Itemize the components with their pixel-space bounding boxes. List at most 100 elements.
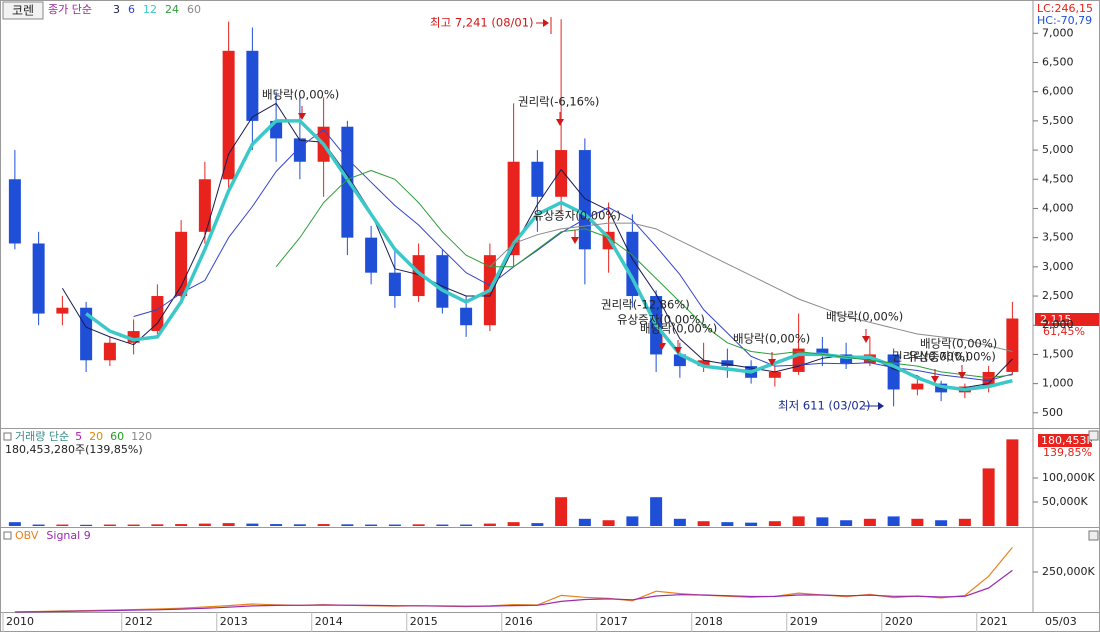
candle-body	[222, 50, 235, 180]
candle-body	[103, 342, 116, 361]
volume-bar	[412, 524, 425, 526]
volume-bar	[483, 523, 496, 526]
volume-bar	[626, 516, 639, 526]
annotation-arrowhead	[556, 119, 564, 126]
candle-body	[80, 307, 93, 361]
high-arrowhead	[543, 19, 549, 27]
last-volume-box	[1038, 434, 1092, 447]
y-tick-label: 1,500	[1042, 347, 1074, 360]
candle-body	[816, 348, 829, 355]
volume-bar	[293, 524, 306, 526]
volume-bar	[887, 516, 900, 526]
candle-body	[1006, 318, 1019, 372]
series-line	[14, 569, 1013, 613]
candle-body	[365, 237, 378, 273]
legend-title: 종가 단순	[48, 3, 92, 16]
close-panel[interactable]	[1088, 530, 1099, 541]
candle-body	[293, 138, 306, 162]
candle-body	[673, 354, 686, 367]
candle-body	[578, 150, 591, 250]
candle-body	[198, 179, 211, 232]
stock-name: 코렌	[12, 4, 34, 18]
y-tick-label: 5,000	[1042, 143, 1074, 156]
annotation: 유상증자(0,00%)	[617, 313, 705, 327]
x-tick-label: 2012	[125, 615, 153, 628]
annotation: 유상증자(0,00%)	[908, 350, 996, 364]
volume-bar	[792, 516, 805, 526]
volume-bar	[650, 497, 663, 526]
volume-bar	[555, 497, 568, 526]
y-tick-label: 6,000	[1042, 85, 1074, 98]
volume-bar	[935, 520, 948, 526]
panel-icon	[3, 432, 12, 441]
candle-body	[911, 383, 924, 390]
volume-bar	[531, 523, 544, 526]
candle-body	[626, 231, 639, 297]
legend-entry: 3	[113, 3, 120, 16]
legend-entry: 120	[131, 430, 152, 443]
x-tick-label: 2010	[6, 615, 34, 628]
volume-summary: 180,453,280주(139,85%)	[5, 443, 143, 456]
volume-bar	[270, 524, 283, 526]
candle-body	[56, 307, 69, 314]
annotation-arrowhead	[768, 359, 776, 366]
series-line	[489, 222, 1013, 352]
volume-bar	[911, 518, 924, 526]
volume-bar	[578, 518, 591, 526]
volume-bar	[507, 522, 520, 526]
candle-body	[697, 360, 710, 367]
candle-body	[982, 371, 995, 387]
annotation: 배당락(0,00%)	[920, 337, 997, 351]
volume-bar	[958, 518, 971, 526]
volume-bar	[673, 518, 686, 526]
legend-entry: Signal 9	[46, 529, 90, 542]
volume-bar	[1006, 439, 1019, 526]
x-tick-label: 2021	[980, 615, 1008, 628]
last-price-box	[1035, 313, 1099, 326]
volume-bar	[103, 524, 116, 526]
y-tick-label: 7,000	[1042, 26, 1074, 39]
y-tick-label: 4,000	[1042, 201, 1074, 214]
annotation: 배당락(0,00%)	[826, 310, 903, 324]
lc-label: LC:246,15	[1037, 2, 1093, 15]
candle-body	[151, 296, 164, 332]
y-tick-label: 3,000	[1042, 260, 1074, 273]
volume-bar	[175, 524, 188, 526]
legend-entry: 60	[187, 3, 201, 16]
volume-bar	[697, 521, 710, 526]
last-price: 2,115	[1040, 313, 1072, 326]
last-change: 61,45%	[1043, 325, 1085, 338]
legend-entry: 6	[128, 3, 135, 16]
volume-bar	[745, 522, 758, 526]
volume-bar	[388, 524, 401, 526]
legend-entry: 60	[110, 430, 124, 443]
volume-bar	[840, 520, 853, 526]
low-arrowhead	[878, 402, 884, 410]
annotation: 배당락(0,00%)	[733, 332, 810, 346]
x-tick-label: 2016	[505, 615, 533, 628]
candle-body	[768, 371, 781, 378]
close-panel[interactable]	[1088, 430, 1099, 441]
volume-bar	[768, 521, 781, 526]
annotation-arrowhead	[571, 237, 579, 244]
low-label: 최저 611 (03/02)	[778, 399, 871, 413]
y-tick-label: 5,500	[1042, 114, 1074, 127]
panel-icon	[3, 531, 12, 540]
annotation: 권리락(-6,16%)	[518, 95, 599, 109]
y-tick-label: 1,000	[1042, 377, 1074, 390]
volume-bar	[56, 524, 69, 526]
date-label: 05/03	[1045, 615, 1077, 628]
volume-bar	[246, 523, 259, 526]
legend-entry: OBV	[15, 529, 39, 542]
y-tick-label: 100,000K	[1042, 471, 1095, 484]
volume-bar	[721, 522, 734, 526]
y-tick-label: 6,500	[1042, 55, 1074, 68]
candle-body	[531, 161, 544, 197]
x-tick-label: 2015	[410, 615, 438, 628]
volume-bar	[151, 524, 164, 526]
annotation-arrowhead	[862, 336, 870, 343]
candle-body	[8, 179, 21, 244]
volume-bar	[982, 468, 995, 526]
stock-button[interactable]	[2, 1, 44, 20]
